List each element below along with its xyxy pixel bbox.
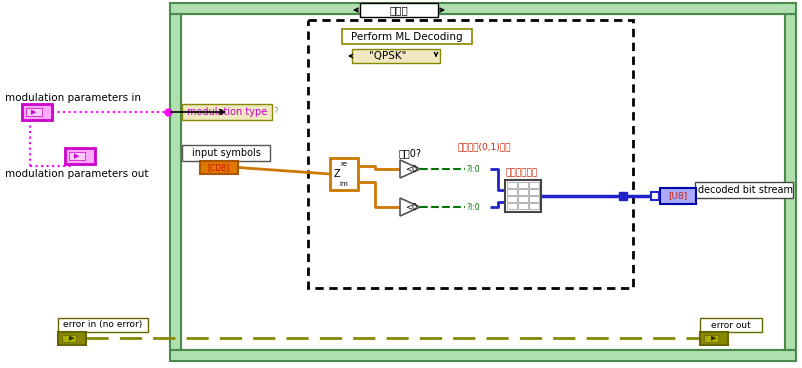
Text: ▶: ▶ <box>711 335 717 341</box>
Bar <box>660 188 696 204</box>
Text: ▶: ▶ <box>69 335 75 341</box>
Bar <box>785 14 796 350</box>
Bar <box>308 20 633 288</box>
Bar <box>529 203 539 209</box>
Bar <box>518 189 528 195</box>
Bar <box>507 189 517 195</box>
Polygon shape <box>400 198 420 216</box>
Bar <box>170 3 796 14</box>
Bar <box>529 189 539 195</box>
Text: modulation parameters in: modulation parameters in <box>5 93 141 103</box>
Bar <box>529 182 539 188</box>
Text: Z: Z <box>334 169 341 179</box>
Text: 布尔値至(0,1)转换: 布尔値至(0,1)转换 <box>458 142 512 152</box>
Bar <box>182 104 272 120</box>
Bar <box>170 14 181 350</box>
Text: [CDB]: [CDB] <box>208 163 230 172</box>
Bar <box>58 318 148 332</box>
Text: "QPSK": "QPSK" <box>369 51 407 61</box>
Text: ▶: ▶ <box>75 153 79 159</box>
Bar <box>69 152 85 160</box>
Bar <box>651 192 659 200</box>
Bar <box>700 318 762 332</box>
Bar <box>518 203 528 209</box>
Text: <0: <0 <box>405 164 417 173</box>
Bar <box>26 108 42 116</box>
Text: ?: ? <box>273 107 277 117</box>
Bar <box>360 3 438 17</box>
Bar <box>342 29 472 44</box>
Text: re: re <box>341 161 347 167</box>
Polygon shape <box>400 160 420 178</box>
Bar <box>170 350 796 361</box>
Bar <box>505 180 541 212</box>
Bar <box>507 196 517 202</box>
Bar <box>507 182 517 188</box>
Bar <box>518 196 528 202</box>
Bar <box>507 203 517 209</box>
Bar <box>182 145 270 161</box>
Text: decoded bit stream: decoded bit stream <box>698 185 792 195</box>
Bar <box>704 335 718 342</box>
Bar <box>700 332 728 345</box>
Text: 无错误: 无错误 <box>390 5 408 15</box>
Text: error out: error out <box>711 321 751 329</box>
Text: 交织一维数组: 交织一维数组 <box>505 169 537 177</box>
Bar <box>330 158 358 190</box>
Bar <box>200 161 238 174</box>
Bar <box>62 335 76 342</box>
Bar <box>352 49 440 63</box>
Bar <box>181 14 785 350</box>
Text: modulation type: modulation type <box>187 107 267 117</box>
Text: input symbols: input symbols <box>192 148 261 158</box>
Text: ?I:0: ?I:0 <box>466 202 480 212</box>
Text: error in (no error): error in (no error) <box>63 321 143 329</box>
Bar <box>170 14 181 350</box>
Text: 小于0?: 小于0? <box>399 148 422 158</box>
Bar <box>170 3 796 14</box>
Text: modulation parameters out: modulation parameters out <box>5 169 148 179</box>
Bar <box>785 14 796 350</box>
Bar <box>170 350 796 361</box>
Bar <box>619 192 627 200</box>
Text: <0: <0 <box>405 202 417 212</box>
Bar <box>529 196 539 202</box>
Text: ▶: ▶ <box>31 109 37 115</box>
Bar <box>58 332 86 345</box>
Text: Perform ML Decoding: Perform ML Decoding <box>351 32 463 42</box>
Text: im: im <box>339 181 348 187</box>
Bar <box>65 148 95 164</box>
Bar <box>22 104 52 120</box>
Bar <box>695 182 793 198</box>
Bar <box>518 182 528 188</box>
Text: ?I:0: ?I:0 <box>466 164 480 173</box>
Text: [U8]: [U8] <box>668 191 687 201</box>
